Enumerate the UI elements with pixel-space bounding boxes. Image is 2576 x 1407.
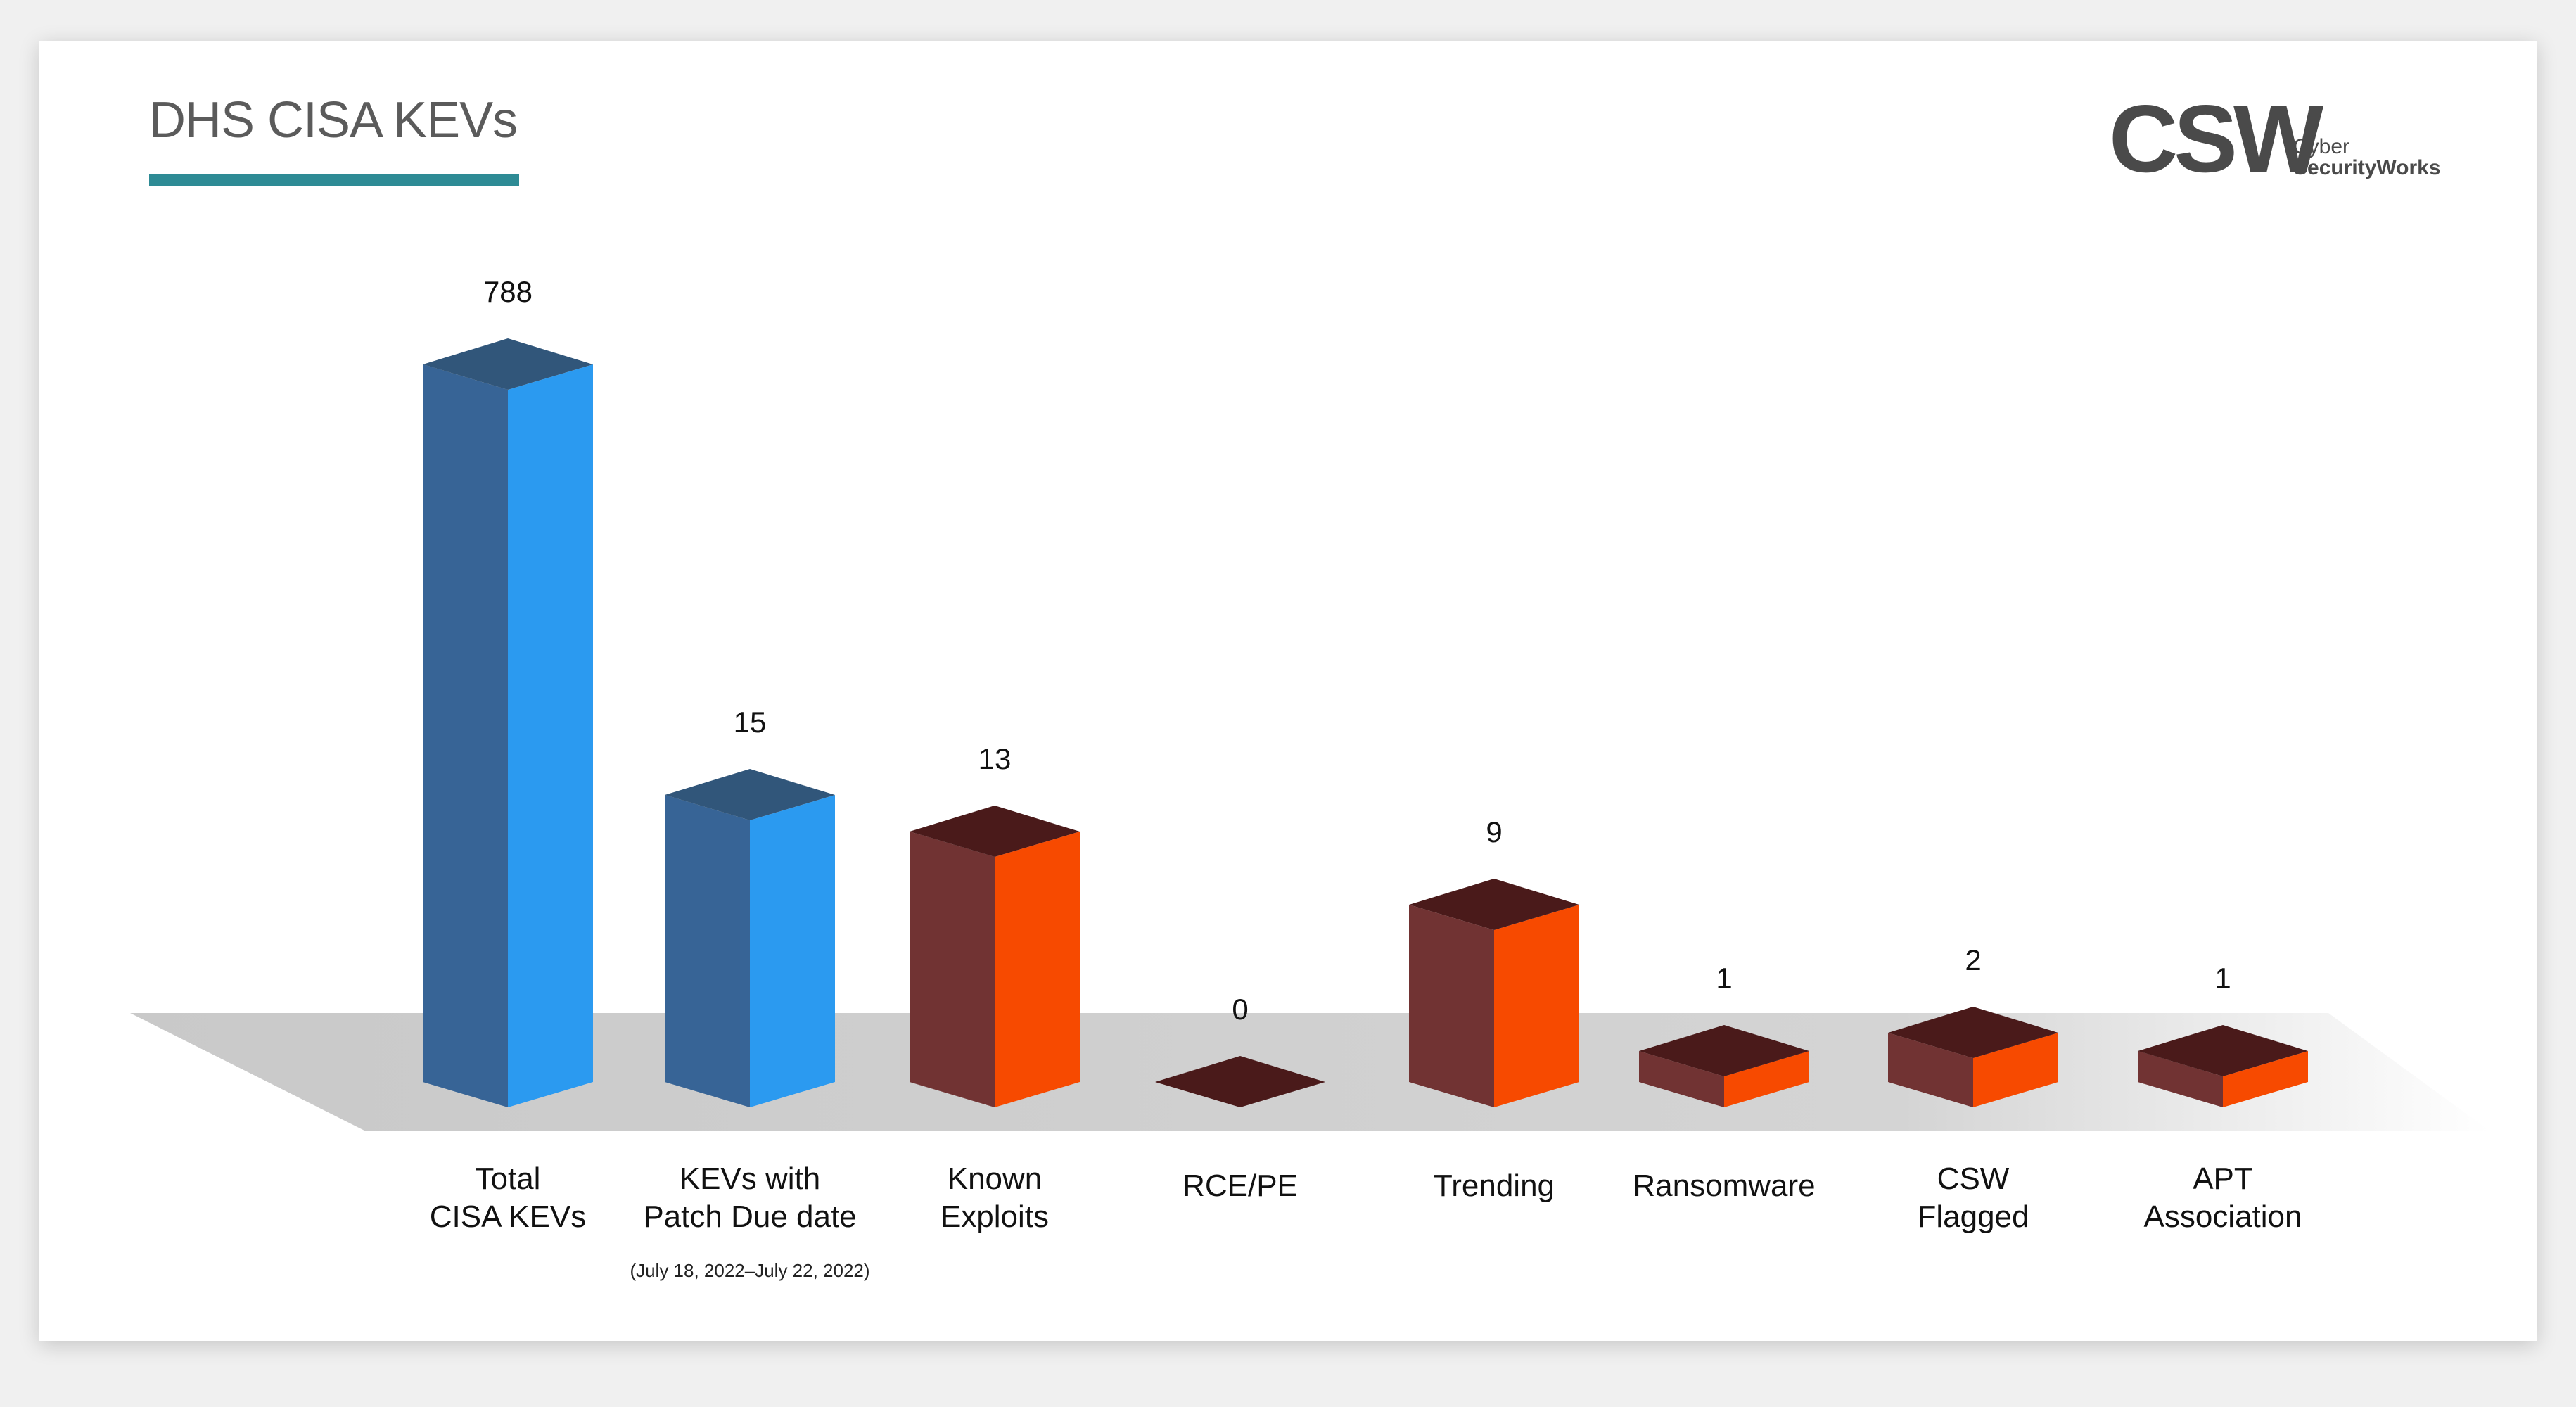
bar-right-face xyxy=(508,364,593,1107)
category-label: KEVs with xyxy=(680,1161,821,1196)
value-label: 1 xyxy=(2214,962,2231,995)
bar-top-face xyxy=(665,769,835,820)
category-label: CISA KEVs xyxy=(430,1199,587,1234)
bar-top-face xyxy=(910,806,1080,857)
csw-logo: CSW Cyber SecurityWorks xyxy=(2109,85,2441,192)
bar-top-face xyxy=(2138,1025,2308,1076)
value-label: 15 xyxy=(734,706,767,739)
bar-right-face xyxy=(2223,1051,2308,1107)
bar-top-face xyxy=(1639,1025,1809,1076)
logo-mark: CSW xyxy=(2109,85,2323,192)
bar-left-face xyxy=(423,364,508,1107)
category-label: APT xyxy=(2193,1161,2253,1196)
bar-right-face xyxy=(995,832,1080,1107)
category-label: Trending xyxy=(1434,1169,1555,1203)
bar-left-face xyxy=(1888,1033,1973,1107)
value-label: 13 xyxy=(978,742,1012,775)
bar-top-face xyxy=(423,338,593,390)
value-label: 788 xyxy=(483,275,533,308)
category-label: Total xyxy=(476,1161,541,1196)
logo-line-2: SecurityWorks xyxy=(2293,156,2441,179)
bar-right-face xyxy=(1973,1033,2058,1107)
category-label: RCE/PE xyxy=(1182,1169,1298,1203)
logo-line-1: Cyber xyxy=(2293,135,2350,158)
bar-right-face xyxy=(1724,1051,1809,1107)
category-label: Exploits xyxy=(941,1199,1049,1234)
bar-top-face xyxy=(1155,1056,1325,1107)
category-label: Ransomware xyxy=(1633,1169,1815,1203)
category-label: Patch Due date xyxy=(643,1199,856,1234)
bar-left-face xyxy=(1639,1051,1724,1107)
value-label: 0 xyxy=(1232,993,1248,1026)
chart-title: DHS CISA KEVs xyxy=(149,92,518,148)
bar-left-face xyxy=(665,795,750,1107)
bar-top-face xyxy=(1409,879,1579,930)
bar-right-face xyxy=(1494,905,1579,1107)
category-label: Association xyxy=(2143,1199,2302,1234)
bar-left-face xyxy=(910,832,995,1107)
bar-left-face xyxy=(1409,905,1494,1107)
bar-top-face xyxy=(1888,1007,2058,1058)
value-label: 9 xyxy=(1486,815,1502,848)
bar-right-face xyxy=(750,795,835,1107)
value-label: 1 xyxy=(1716,962,1732,995)
category-label: Flagged xyxy=(1917,1199,2029,1234)
category-label: CSW xyxy=(1937,1161,2010,1196)
bar-left-face xyxy=(2138,1051,2223,1107)
value-label: 2 xyxy=(1965,943,1981,976)
date-range-sublabel: (July 18, 2022–July 22, 2022) xyxy=(630,1260,869,1281)
category-label: Known xyxy=(948,1161,1042,1196)
title-underline xyxy=(149,174,519,186)
